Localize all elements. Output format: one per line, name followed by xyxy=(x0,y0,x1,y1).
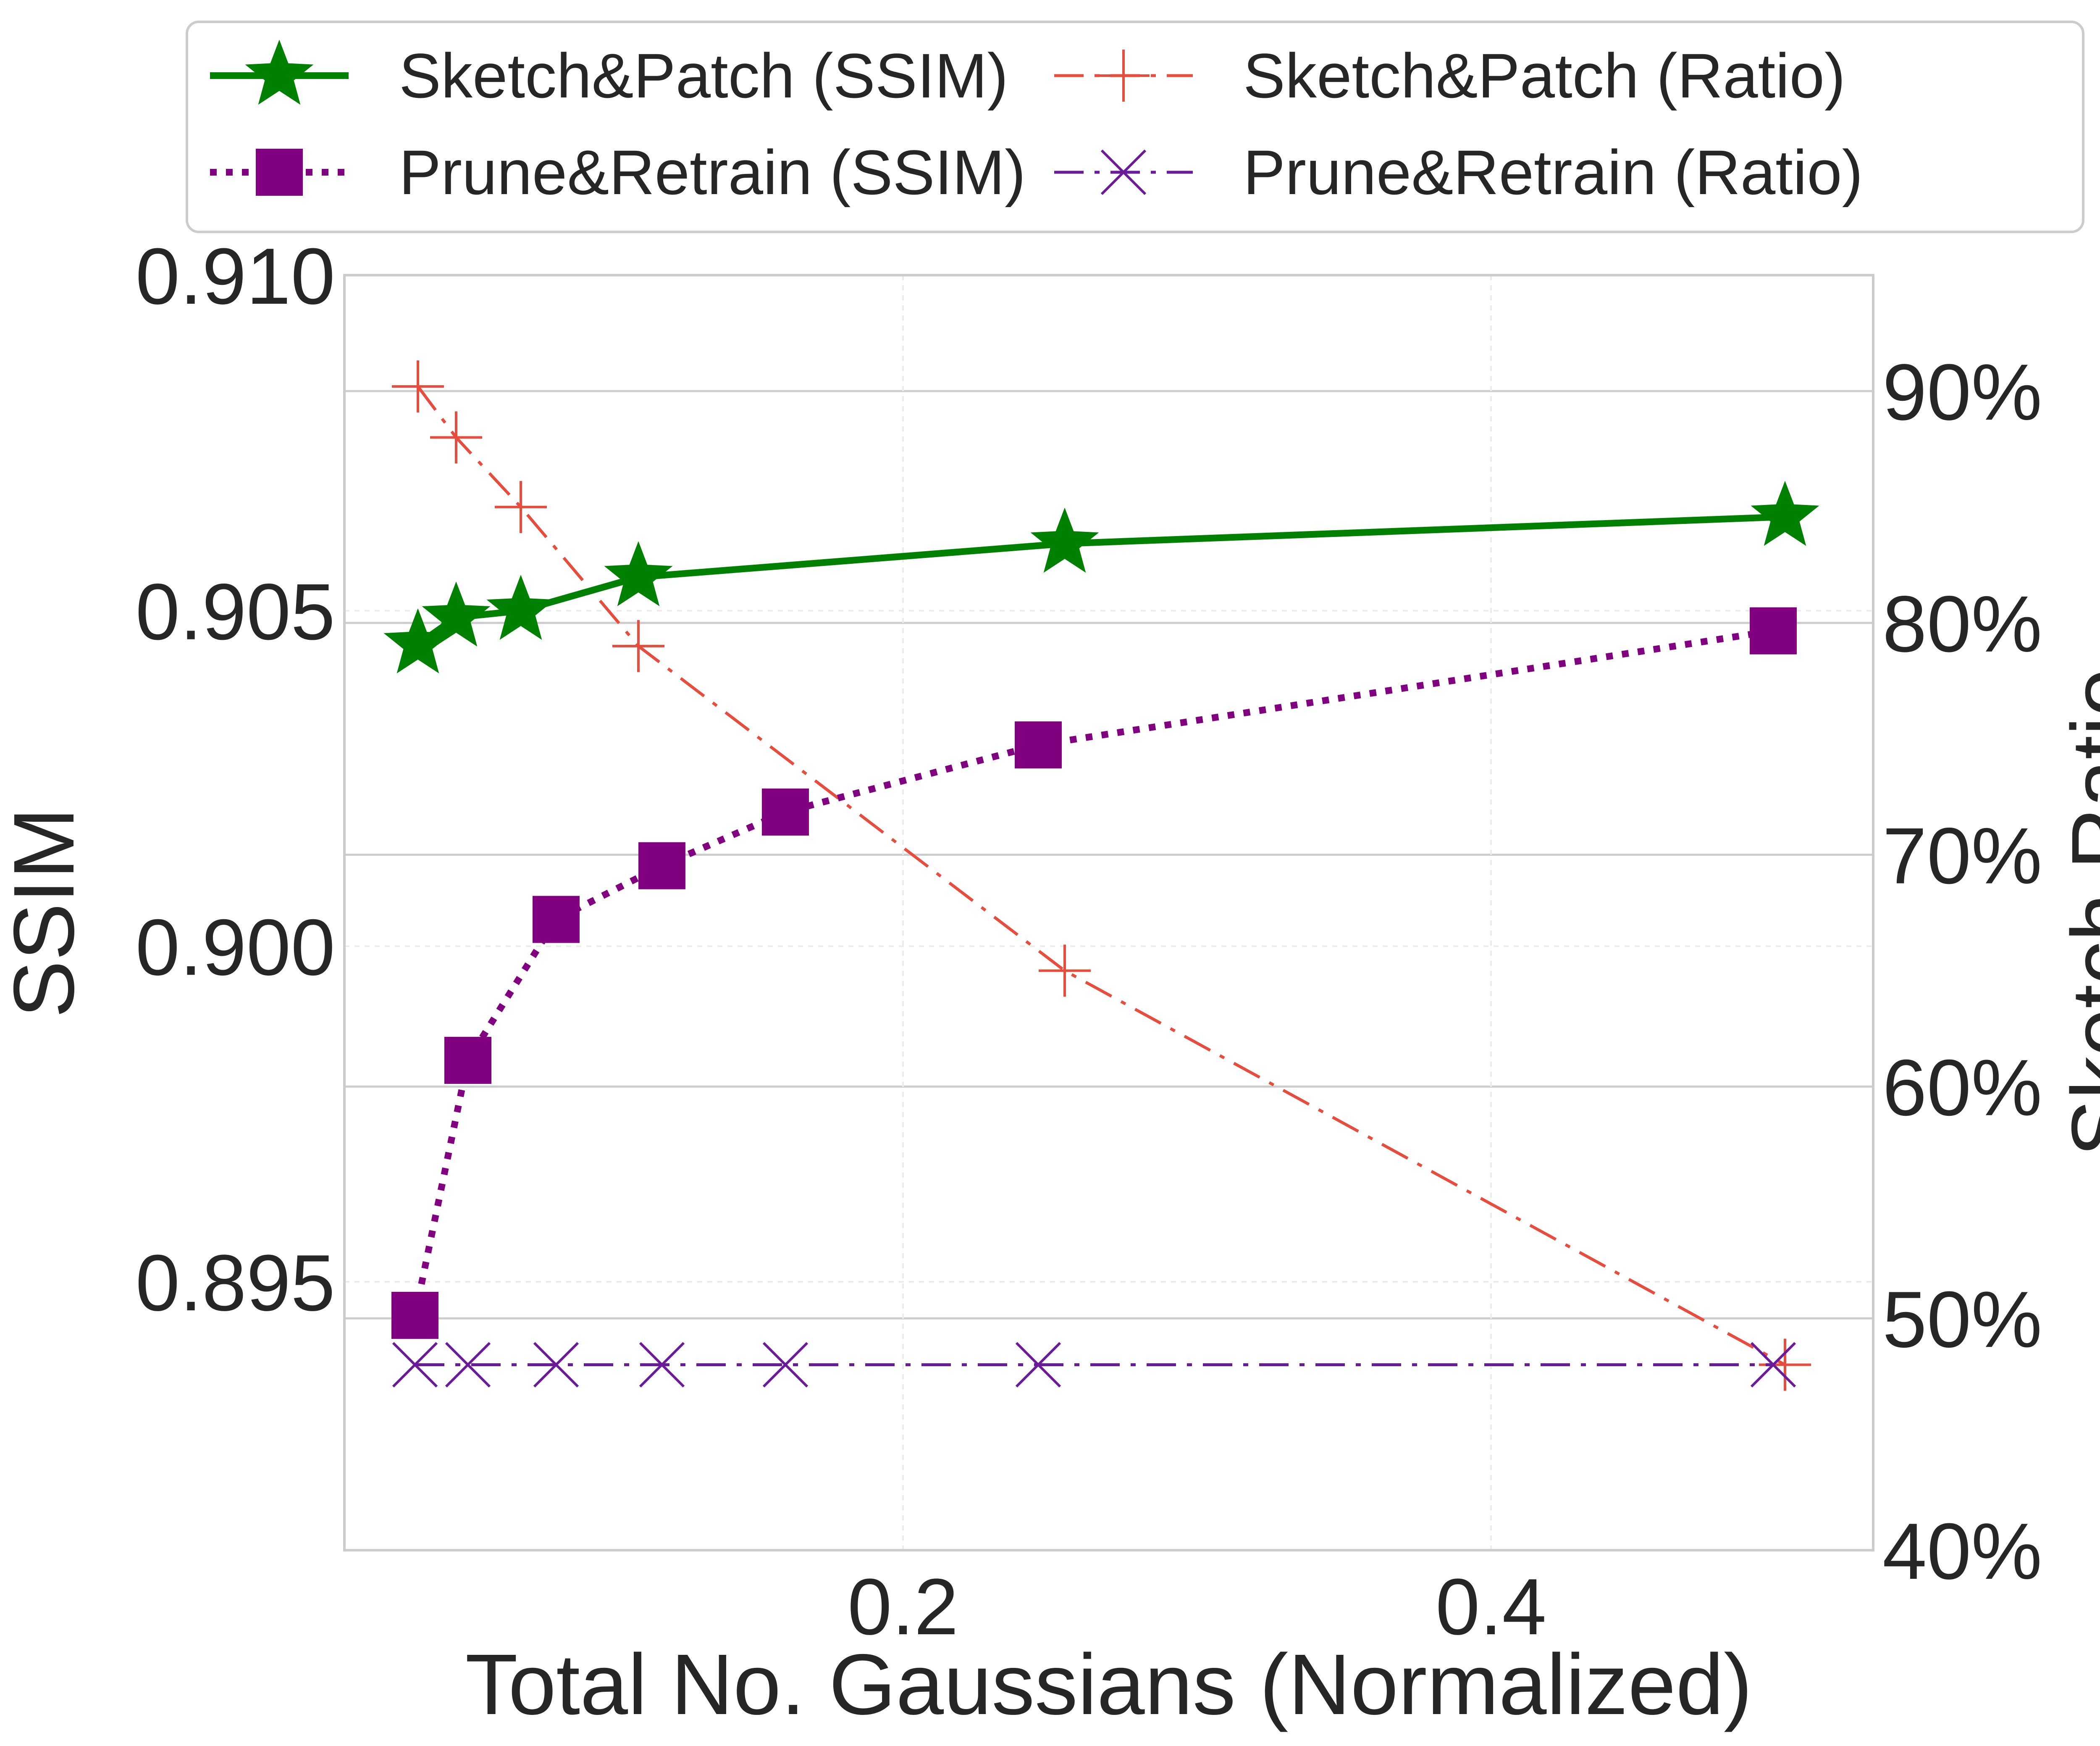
marker-stroke xyxy=(445,1342,491,1388)
marker-stroke xyxy=(533,1342,579,1388)
plot-frame xyxy=(343,274,1874,1551)
data-point-plus xyxy=(1039,944,1091,997)
legend-marker-plus xyxy=(1097,50,1150,102)
data-point-star xyxy=(486,575,555,640)
series-prune-retrain-ratio xyxy=(392,1342,1796,1388)
legend-marker-x xyxy=(1100,149,1147,195)
y-left-tick-label: 0.905 xyxy=(136,568,335,657)
data-point-square xyxy=(391,1291,438,1339)
marker-stroke xyxy=(762,1342,808,1388)
legend-entry: Prune&Retrain (Ratio) xyxy=(1054,137,1863,208)
data-point-square xyxy=(533,896,580,943)
y-right-tick-label: 40% xyxy=(1882,1507,2042,1596)
marker-stroke xyxy=(392,1342,438,1388)
marker-stroke xyxy=(1015,1342,1061,1388)
series-line xyxy=(417,385,1786,1366)
series-prune-retrain-ssim xyxy=(391,607,1797,1339)
data-point-square xyxy=(762,788,809,836)
legend-label: Prune&Retrain (Ratio) xyxy=(1243,137,1863,208)
legend-label: Sketch&Patch (SSIM) xyxy=(399,40,1008,111)
data-point-x xyxy=(762,1342,808,1388)
y-right-tick-label: 80% xyxy=(1882,580,2042,669)
x-tick-label: 0.2 xyxy=(848,1562,958,1651)
y-axis-left-title: SSIM xyxy=(0,807,92,1018)
data-point-star xyxy=(422,581,491,647)
series-layer xyxy=(383,360,1819,1391)
x-axis-title: Total No. Gaussians (Normalized) xyxy=(465,1636,1753,1733)
marker-stroke xyxy=(639,1342,685,1388)
data-point-square xyxy=(444,1036,491,1084)
data-point-x xyxy=(392,1342,438,1388)
y-right-tick-label: 50% xyxy=(1882,1275,2042,1364)
y-left-tick-label: 0.895 xyxy=(136,1239,335,1328)
data-point-square xyxy=(1015,721,1062,769)
marker-stroke xyxy=(1100,149,1147,195)
data-point-plus xyxy=(430,411,482,464)
data-point-x xyxy=(533,1342,579,1388)
legend-label: Sketch&Patch (Ratio) xyxy=(1243,40,1845,111)
data-point-plus xyxy=(495,481,547,533)
data-point-x xyxy=(445,1342,491,1388)
data-point-plus xyxy=(392,360,444,413)
series-sketch-patch-ratio xyxy=(392,360,1811,1391)
tick-labels: 0.2 0.4 0.895 0.900 0.905 0.910 40% 50% 60% 70% 80… xyxy=(136,232,2042,1651)
series-sketch-patch-ssim xyxy=(383,481,1819,673)
data-point-star xyxy=(1751,481,1819,546)
y-left-tick-label: 0.910 xyxy=(136,232,335,321)
x-tick-label: 0.4 xyxy=(1436,1562,1546,1651)
legend-box xyxy=(186,21,2084,233)
legend-label: Prune&Retrain (SSIM) xyxy=(399,137,1026,208)
legend-entry: Prune&Retrain (SSIM) xyxy=(210,137,1026,208)
data-point-star xyxy=(1030,507,1099,573)
data-point-star xyxy=(604,541,673,607)
y-right-tick-label: 90% xyxy=(1882,348,2042,437)
legend-marker-star xyxy=(245,39,314,105)
y-right-tick-label: 60% xyxy=(1882,1043,2042,1132)
y-left-tick-label: 0.900 xyxy=(136,903,335,992)
legend-entry: Sketch&Patch (Ratio) xyxy=(1054,40,1845,111)
legend-marker-square xyxy=(256,149,303,196)
legend-entry: Sketch&Patch (SSIM) xyxy=(210,39,1008,111)
marker-stroke xyxy=(1750,1342,1796,1388)
data-point-square xyxy=(638,842,685,889)
data-point-plus xyxy=(612,620,664,672)
data-point-square xyxy=(1750,607,1797,655)
y-axis-right-title: Sketch Ratio xyxy=(2054,668,2100,1157)
data-point-x xyxy=(1015,1342,1061,1388)
y-right-tick-label: 70% xyxy=(1882,812,2042,901)
legend: Sketch&Patch (SSIM) Prune&Retrain (SSIM) S… xyxy=(186,21,2084,233)
data-point-x xyxy=(1750,1342,1796,1388)
data-point-x xyxy=(639,1342,685,1388)
